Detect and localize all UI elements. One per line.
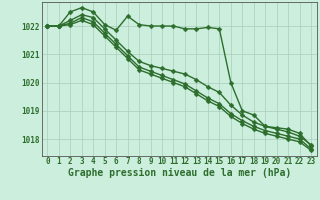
X-axis label: Graphe pression niveau de la mer (hPa): Graphe pression niveau de la mer (hPa) bbox=[68, 168, 291, 178]
